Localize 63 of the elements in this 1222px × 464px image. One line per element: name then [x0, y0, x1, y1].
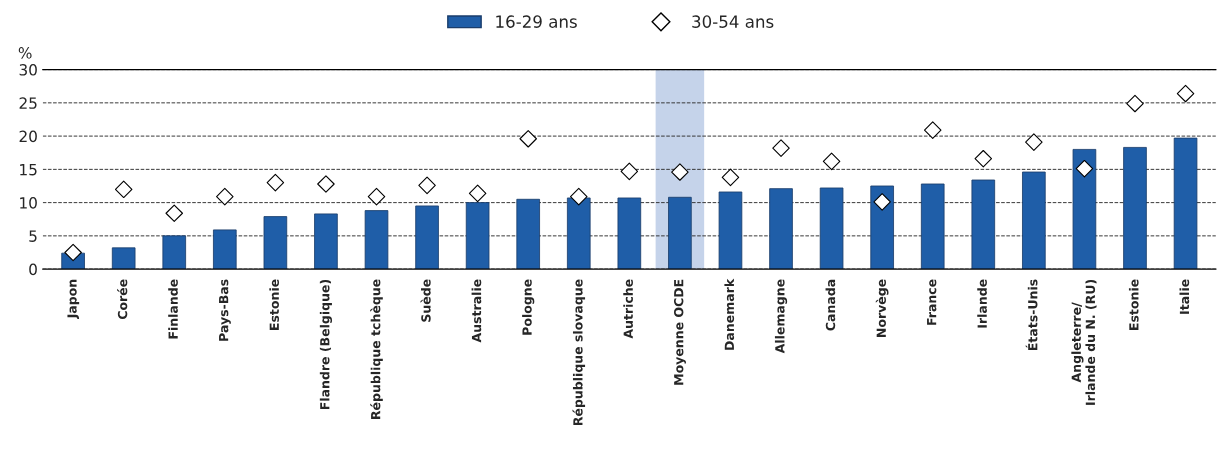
x-tick-label: Japon [67, 279, 80, 320]
point [620, 162, 639, 181]
point [671, 163, 689, 181]
bar [971, 179, 996, 270]
y-tick-label: 20 [19, 130, 37, 143]
bar [1173, 137, 1198, 270]
x-tick-label: Australie [471, 279, 482, 343]
bar [364, 210, 389, 270]
x-tick-label: Angleterre/ Irlande du N. (RU) [1071, 279, 1097, 405]
point [64, 243, 82, 262]
bar [668, 196, 692, 270]
bar [1123, 146, 1147, 270]
x-tick-label: Suède [420, 279, 431, 322]
bar [819, 187, 844, 270]
bar [920, 183, 945, 270]
y-tick-label: 30 [19, 64, 37, 76]
bar [1022, 171, 1046, 270]
bar [415, 205, 439, 270]
legend-label: 30-54 ans [692, 15, 774, 28]
bar [566, 197, 591, 270]
x-tick-label: Estonie [269, 279, 279, 330]
y-tick-label: 25 [19, 97, 37, 109]
bar [1072, 148, 1097, 270]
bar [617, 197, 642, 270]
x-tick-label: Corée [117, 279, 128, 320]
y-axis-title: % [18, 47, 32, 59]
x-tick-label: République slovaque [572, 279, 586, 426]
x-tick-label: République tchèque [370, 279, 383, 419]
point [873, 193, 891, 211]
bar [769, 188, 793, 270]
x-tick-label: Norvège [875, 279, 889, 337]
x-tick-label: Canada [825, 279, 836, 331]
x-tick-label: France [927, 279, 937, 325]
x-tick-label: Finlande [168, 279, 178, 339]
bar [718, 191, 743, 270]
y-tick-label: 0 [29, 263, 37, 276]
x-tick-label: Pays-Bas [219, 279, 231, 341]
bar [111, 247, 136, 270]
bar [314, 213, 338, 270]
x-tick-label: Pologne [522, 279, 535, 335]
point [519, 129, 537, 148]
x-tick-label: Irlande [977, 279, 987, 328]
y-tick-label: 10 [20, 197, 37, 209]
y-tick-label: 5 [29, 230, 37, 242]
x-tick-label: Danemark [724, 278, 735, 350]
bar [263, 216, 288, 270]
bar [516, 198, 540, 270]
bar [162, 235, 187, 270]
x-tick-label: États-Unis [1025, 279, 1038, 351]
point [1075, 159, 1094, 178]
x-tick-label: Allemagne [774, 279, 788, 354]
x-tick-label: Flandre (Belgique) [319, 279, 333, 410]
bar [465, 202, 490, 270]
x-tick-label: Autriche [623, 279, 633, 339]
legend-label: 16-29 ans [496, 15, 577, 28]
bar [213, 229, 237, 270]
x-tick-label: Moyenne OCDE [673, 279, 686, 385]
x-tick-label: Italie [1179, 279, 1190, 314]
point [1126, 94, 1144, 113]
point [569, 187, 588, 206]
bar [870, 185, 894, 270]
y-tick-label: 15 [20, 164, 37, 176]
x-tick-label: Estonie [1128, 279, 1139, 330]
